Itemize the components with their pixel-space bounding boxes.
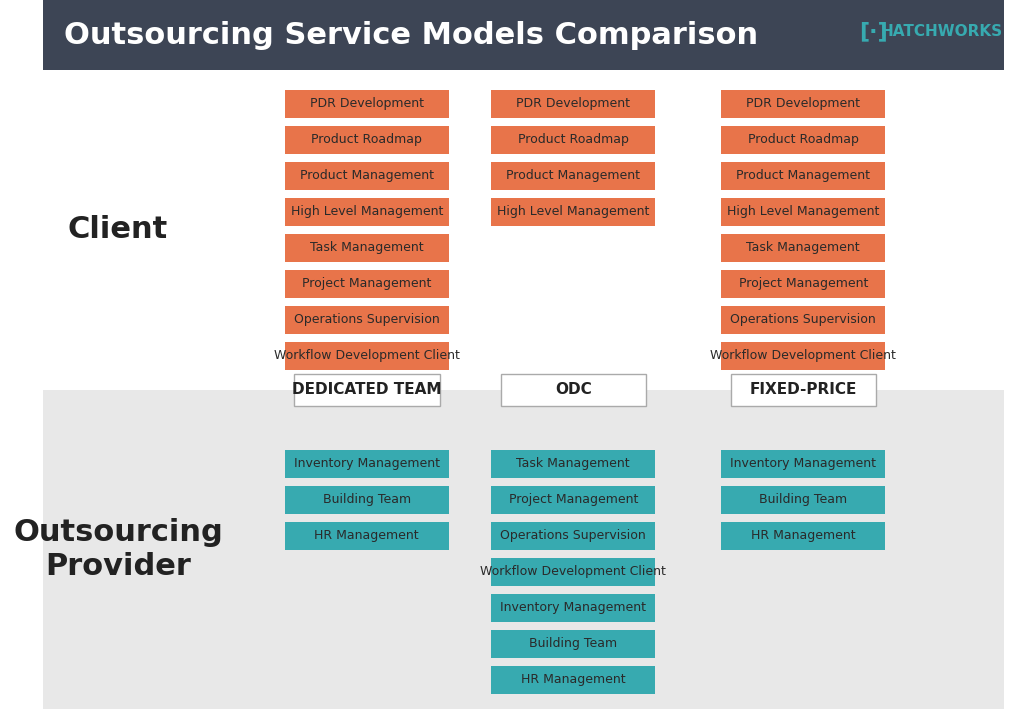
Text: Outsourcing Service Models Comparison: Outsourcing Service Models Comparison — [63, 21, 758, 50]
FancyBboxPatch shape — [721, 90, 886, 118]
Text: Project Management: Project Management — [302, 277, 431, 291]
FancyBboxPatch shape — [721, 198, 886, 226]
Text: High Level Management: High Level Management — [727, 206, 880, 218]
FancyBboxPatch shape — [285, 162, 449, 190]
Text: Project Management: Project Management — [738, 277, 868, 291]
Text: PDR Development: PDR Development — [309, 98, 424, 111]
Text: Outsourcing
Provider: Outsourcing Provider — [13, 518, 223, 581]
Text: Inventory Management: Inventory Management — [730, 457, 877, 471]
Text: FIXED-PRICE: FIXED-PRICE — [750, 382, 857, 398]
FancyBboxPatch shape — [285, 90, 449, 118]
Text: PDR Development: PDR Development — [746, 98, 860, 111]
Text: Inventory Management: Inventory Management — [501, 601, 646, 615]
Text: HR Management: HR Management — [521, 674, 626, 686]
Text: HR Management: HR Management — [751, 530, 856, 542]
Text: PDR Development: PDR Development — [516, 98, 631, 111]
FancyBboxPatch shape — [285, 522, 449, 550]
FancyBboxPatch shape — [492, 630, 655, 658]
FancyBboxPatch shape — [721, 270, 886, 298]
Text: [·]: [·] — [859, 21, 889, 41]
FancyBboxPatch shape — [721, 522, 886, 550]
Text: Building Team: Building Team — [759, 493, 847, 506]
FancyBboxPatch shape — [285, 126, 449, 154]
Text: Task Management: Task Management — [516, 457, 630, 471]
FancyBboxPatch shape — [501, 374, 646, 406]
FancyBboxPatch shape — [492, 126, 655, 154]
Text: Workflow Development Client: Workflow Development Client — [480, 566, 667, 579]
FancyBboxPatch shape — [492, 486, 655, 514]
FancyBboxPatch shape — [721, 450, 886, 478]
Text: HR Management: HR Management — [314, 530, 419, 542]
Text: Inventory Management: Inventory Management — [294, 457, 439, 471]
Text: Project Management: Project Management — [509, 493, 638, 506]
FancyBboxPatch shape — [721, 162, 886, 190]
Text: Product Roadmap: Product Roadmap — [518, 133, 629, 147]
FancyBboxPatch shape — [294, 374, 439, 406]
Bar — [43, 390, 1005, 709]
Text: Operations Supervision: Operations Supervision — [294, 313, 439, 327]
Text: Workflow Development Client: Workflow Development Client — [711, 350, 896, 362]
FancyBboxPatch shape — [492, 558, 655, 586]
Text: Product Management: Product Management — [506, 169, 640, 182]
FancyBboxPatch shape — [721, 342, 886, 370]
FancyBboxPatch shape — [285, 342, 449, 370]
FancyBboxPatch shape — [492, 198, 655, 226]
Text: Operations Supervision: Operations Supervision — [730, 313, 877, 327]
Text: Task Management: Task Management — [310, 242, 424, 255]
FancyBboxPatch shape — [492, 450, 655, 478]
Text: Product Management: Product Management — [736, 169, 870, 182]
Text: Building Team: Building Team — [529, 637, 617, 650]
FancyBboxPatch shape — [285, 450, 449, 478]
FancyBboxPatch shape — [492, 522, 655, 550]
Text: Operations Supervision: Operations Supervision — [501, 530, 646, 542]
Text: Workflow Development Client: Workflow Development Client — [273, 350, 460, 362]
FancyBboxPatch shape — [492, 162, 655, 190]
Text: DEDICATED TEAM: DEDICATED TEAM — [292, 382, 441, 398]
FancyBboxPatch shape — [285, 486, 449, 514]
FancyBboxPatch shape — [285, 306, 449, 334]
FancyBboxPatch shape — [285, 234, 449, 262]
FancyBboxPatch shape — [492, 90, 655, 118]
FancyBboxPatch shape — [721, 306, 886, 334]
FancyBboxPatch shape — [721, 234, 886, 262]
FancyBboxPatch shape — [721, 486, 886, 514]
Text: Product Roadmap: Product Roadmap — [311, 133, 422, 147]
Text: Product Roadmap: Product Roadmap — [748, 133, 859, 147]
Text: Client: Client — [68, 216, 168, 245]
FancyBboxPatch shape — [285, 270, 449, 298]
FancyBboxPatch shape — [492, 594, 655, 622]
Text: Building Team: Building Team — [323, 493, 411, 506]
FancyBboxPatch shape — [721, 126, 886, 154]
Text: ODC: ODC — [555, 382, 592, 398]
Text: Product Management: Product Management — [300, 169, 434, 182]
Text: High Level Management: High Level Management — [291, 206, 443, 218]
FancyBboxPatch shape — [492, 666, 655, 694]
FancyBboxPatch shape — [730, 374, 877, 406]
FancyBboxPatch shape — [285, 198, 449, 226]
Text: HATCHWORKS: HATCHWORKS — [881, 23, 1002, 38]
Bar — [43, 0, 1005, 70]
Text: High Level Management: High Level Management — [497, 206, 649, 218]
Text: Task Management: Task Management — [746, 242, 860, 255]
